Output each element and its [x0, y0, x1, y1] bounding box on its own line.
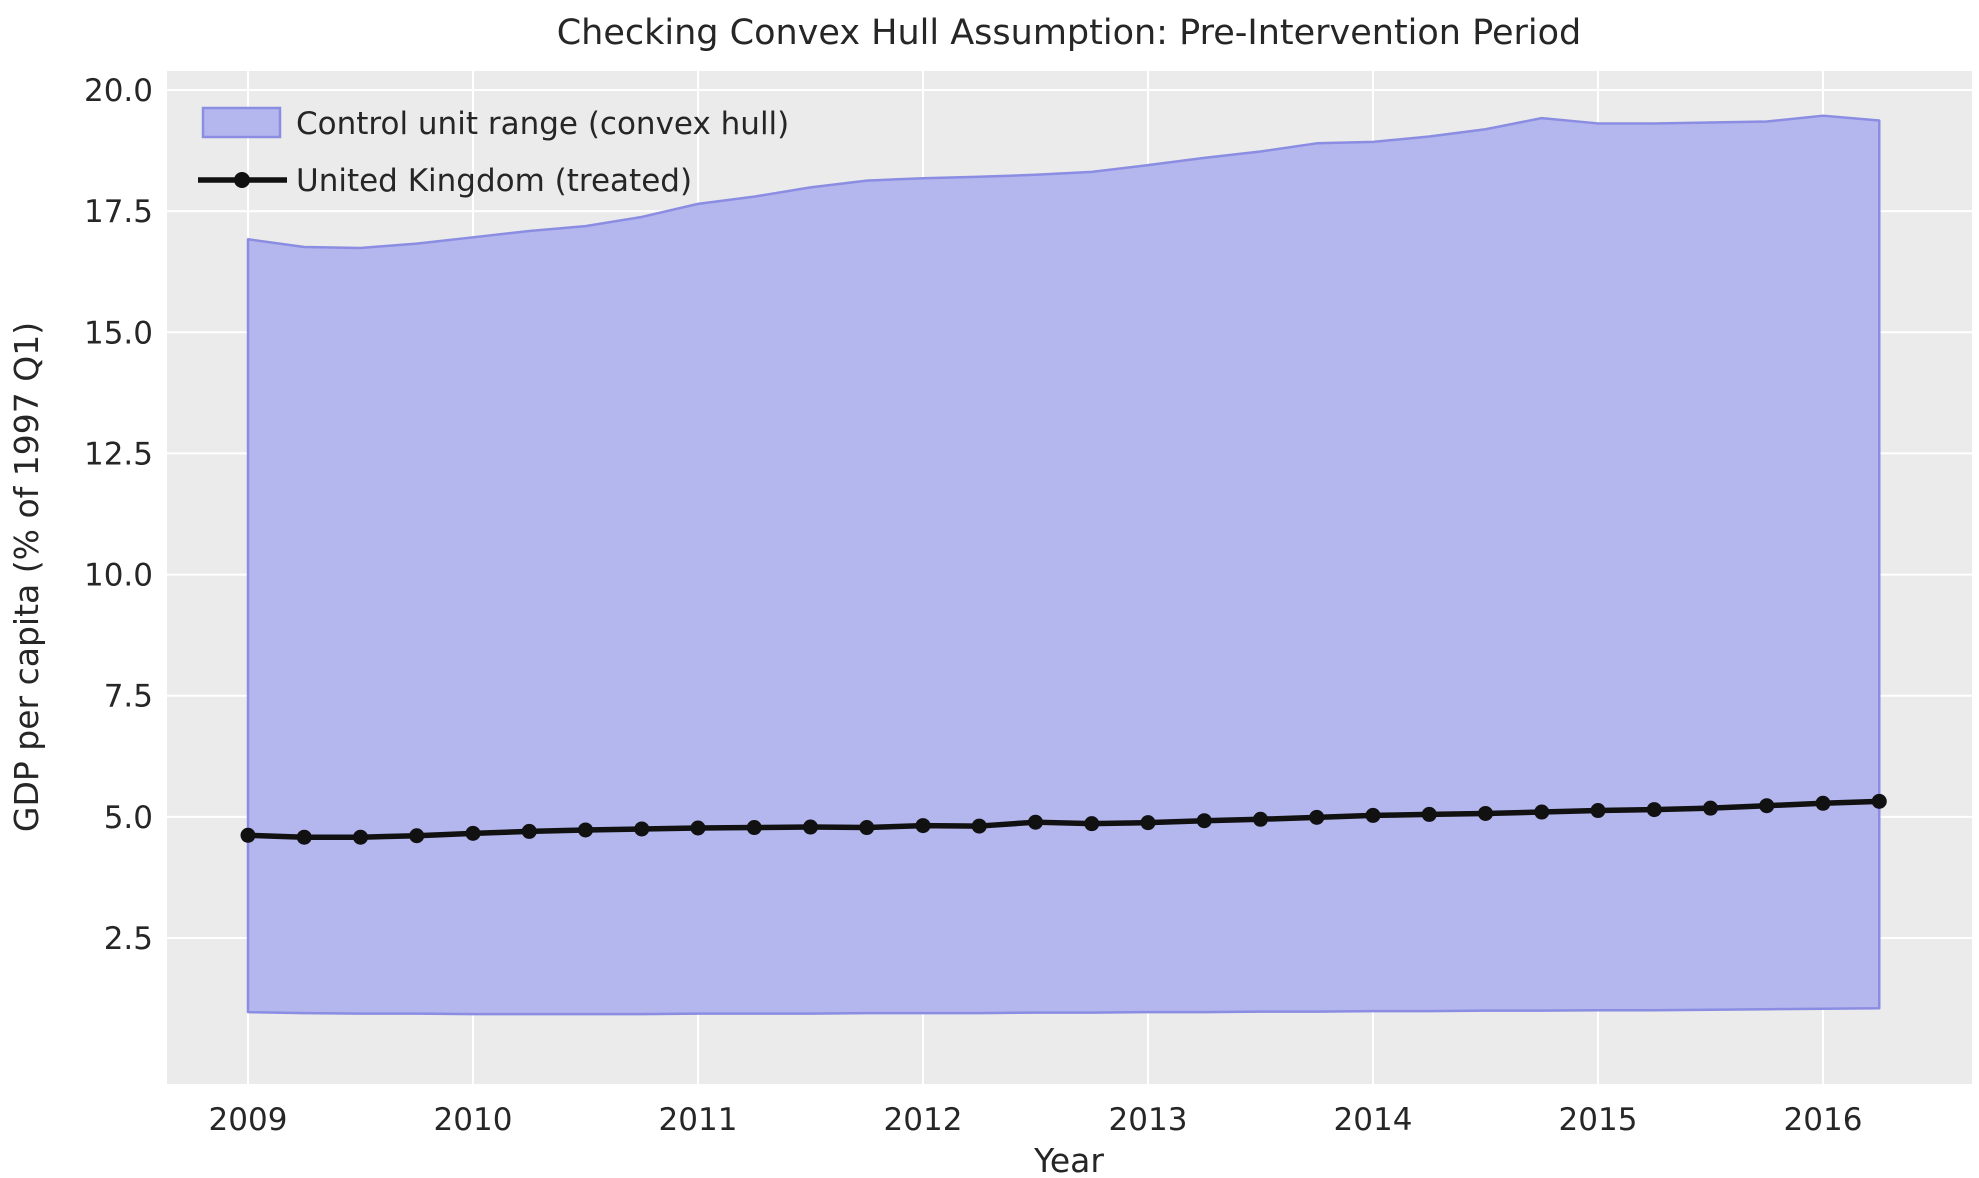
- control-range-area: [246, 114, 1881, 1016]
- uk-data-point: [1140, 815, 1156, 831]
- uk-data-point: [1365, 807, 1381, 823]
- uk-data-point: [1703, 800, 1718, 816]
- uk-data-point: [353, 829, 368, 845]
- x-tick-label: 2015: [1559, 1102, 1638, 1138]
- legend-label-uk: United Kingdom (treated): [296, 163, 692, 199]
- y-tick-label: 2.5: [104, 921, 153, 957]
- uk-data-point: [1646, 802, 1662, 818]
- x-tick-label: 2014: [1334, 1102, 1413, 1138]
- uk-data-point: [1253, 811, 1268, 827]
- uk-data-point: [915, 818, 931, 834]
- y-tick-label: 10.0: [84, 558, 153, 594]
- uk-data-point: [1759, 798, 1775, 814]
- control-range-area-group: [246, 114, 1881, 1016]
- uk-data-point: [296, 829, 312, 845]
- legend-label-control-range: Control unit range (convex hull): [296, 106, 789, 142]
- x-tick-labels: 2009 2010 2011 2012 2013 2014 2015 2016: [209, 1102, 1863, 1138]
- uk-data-point: [1534, 804, 1550, 820]
- uk-data-point: [465, 825, 481, 841]
- y-tick-label: 12.5: [84, 436, 153, 472]
- uk-data-point: [1590, 803, 1606, 819]
- uk-data-point: [578, 822, 593, 838]
- x-axis-label: Year: [1033, 1141, 1104, 1178]
- uk-data-point: [803, 819, 818, 835]
- y-tick-label: 17.5: [84, 194, 153, 230]
- uk-data-point: [1309, 809, 1325, 825]
- uk-data-point: [1421, 806, 1437, 822]
- uk-data-point: [1084, 816, 1100, 832]
- uk-data-point: [240, 827, 256, 843]
- uk-data-point: [971, 818, 987, 834]
- uk-data-point: [521, 823, 537, 839]
- legend-swatch-control-range: [201, 106, 282, 139]
- x-tick-label: 2013: [1109, 1102, 1188, 1138]
- uk-data-point: [690, 820, 706, 836]
- uk-treated-line-group: [240, 793, 1887, 845]
- uk-data-point: [1871, 793, 1887, 809]
- x-tick-label: 2009: [209, 1102, 288, 1138]
- x-tick-label: 2011: [659, 1102, 738, 1138]
- y-tick-label: 7.5: [104, 679, 153, 715]
- y-axis-label: GDP per capita (% of 1997 Q1): [7, 322, 46, 832]
- x-tick-label: 2016: [1784, 1102, 1863, 1138]
- uk-data-point: [1028, 814, 1043, 830]
- x-tick-label: 2012: [884, 1102, 963, 1138]
- chart-title: Checking Convex Hull Assumption: Pre-Int…: [557, 13, 1582, 53]
- uk-data-point: [1815, 795, 1831, 811]
- y-tick-label: 5.0: [104, 800, 153, 836]
- uk-data-point: [634, 821, 650, 837]
- legend-swatch-uk-marker: [234, 172, 250, 188]
- uk-data-point: [1196, 813, 1212, 829]
- uk-data-point: [1478, 805, 1493, 821]
- y-tick-label: 20.0: [84, 73, 153, 109]
- legend: Control unit range (convex hull) United …: [198, 106, 789, 199]
- y-tick-labels: 2.5 5.0 7.5 10.0 12.5 15.0 17.5 20.0: [84, 73, 153, 957]
- uk-data-point: [746, 820, 762, 836]
- uk-data-point: [409, 828, 425, 844]
- x-tick-label: 2010: [434, 1102, 513, 1138]
- y-tick-label: 15.0: [84, 315, 153, 351]
- uk-treated-line: [245, 798, 1882, 840]
- uk-data-point: [859, 820, 875, 836]
